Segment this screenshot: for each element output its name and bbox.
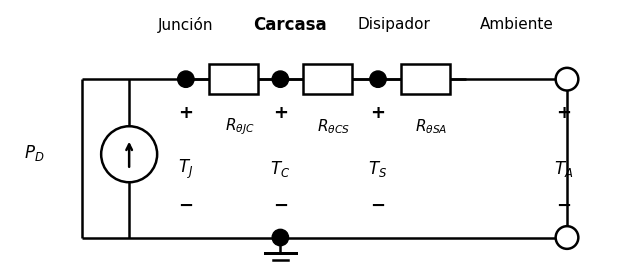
Text: −: − [273, 197, 288, 215]
Text: $R_{\theta CS}$: $R_{\theta CS}$ [318, 118, 350, 136]
Text: $T_J$: $T_J$ [178, 158, 193, 181]
Ellipse shape [272, 71, 289, 87]
Text: −: − [178, 197, 193, 215]
Text: Ambiente: Ambiente [479, 17, 554, 32]
Text: Disipador: Disipador [357, 17, 430, 32]
Text: $T_C$: $T_C$ [270, 159, 290, 179]
Text: Carcasa: Carcasa [253, 16, 326, 34]
Ellipse shape [101, 126, 157, 182]
Text: $P_D$: $P_D$ [25, 143, 45, 163]
Text: +: + [273, 104, 288, 122]
Text: +: + [556, 104, 571, 122]
Text: $T_A$: $T_A$ [554, 159, 573, 179]
FancyBboxPatch shape [401, 64, 450, 94]
Text: −: − [370, 197, 386, 215]
Ellipse shape [370, 71, 386, 87]
Ellipse shape [272, 229, 289, 246]
FancyBboxPatch shape [209, 64, 258, 94]
Ellipse shape [556, 226, 578, 249]
Text: $R_{\theta JC}$: $R_{\theta JC}$ [224, 117, 255, 137]
Ellipse shape [178, 71, 194, 87]
Text: +: + [178, 104, 193, 122]
Text: Junción: Junción [158, 17, 214, 32]
Text: $R_{\theta SA}$: $R_{\theta SA}$ [415, 118, 448, 136]
FancyBboxPatch shape [303, 64, 352, 94]
Text: −: − [556, 197, 571, 215]
Text: +: + [370, 104, 386, 122]
Ellipse shape [556, 68, 578, 91]
Text: $T_S$: $T_S$ [369, 159, 387, 179]
